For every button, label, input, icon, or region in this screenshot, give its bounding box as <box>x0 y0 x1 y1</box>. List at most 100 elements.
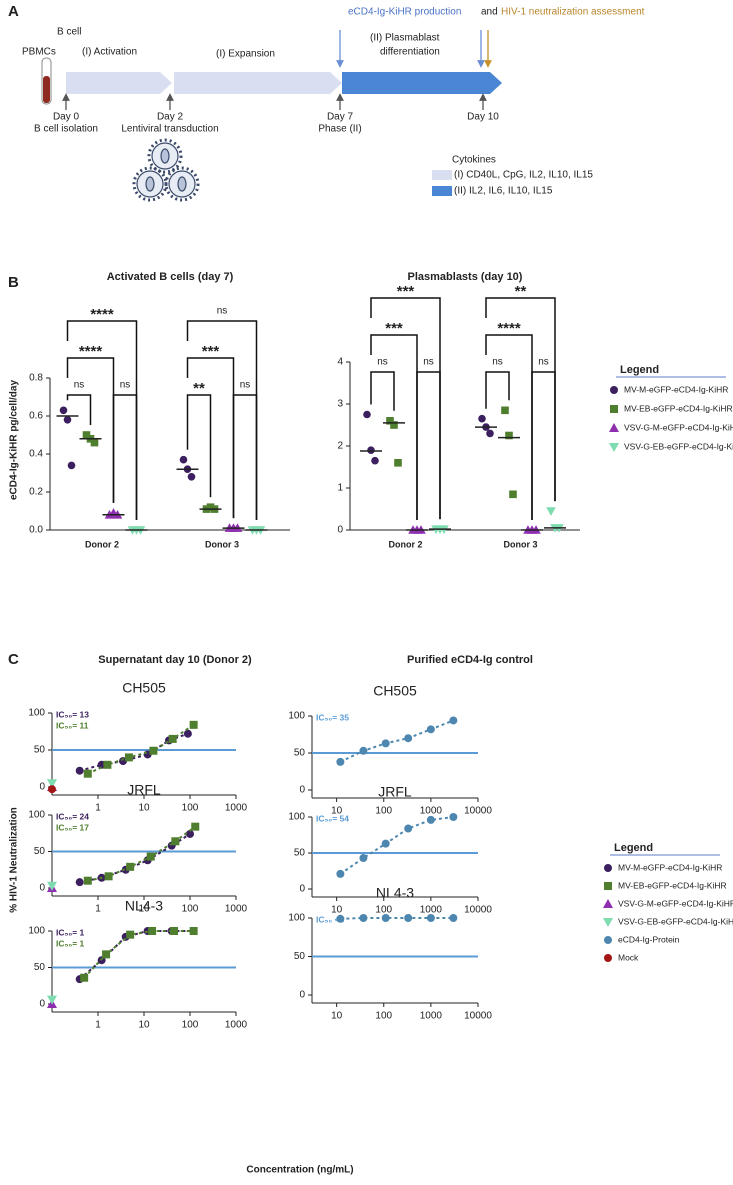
chart-title: NL4-3 <box>125 898 163 914</box>
point <box>183 729 192 738</box>
legend-label: eCD4-Ig-Protein <box>618 934 680 944</box>
y-tick-label: 0.2 <box>29 487 43 498</box>
point <box>359 746 368 755</box>
point <box>83 769 92 778</box>
significance-label: ** <box>193 380 205 397</box>
point <box>501 406 509 415</box>
significance-bracket <box>232 394 258 520</box>
x-tick-label: Donor 2 <box>388 539 422 549</box>
significance-label: *** <box>202 343 220 360</box>
point <box>390 421 398 429</box>
point <box>63 416 72 424</box>
stage-label: (I) Activation <box>82 47 137 58</box>
legend-label: VSV-G-EB-eGFP-eCD4-Ig-KiHR <box>618 916 733 926</box>
significance-bracket <box>370 371 395 411</box>
point <box>359 914 368 922</box>
significance-bracket <box>370 334 418 520</box>
significance-bracket <box>186 320 258 520</box>
x-axis-label: Concentration (ng/mL) <box>246 1165 353 1176</box>
x-tick-label: 10000 <box>464 1011 492 1022</box>
point <box>102 950 111 959</box>
legend-marker <box>603 918 613 927</box>
significance-label: *** <box>385 320 403 337</box>
x-tick-label: 100 <box>375 905 392 916</box>
significance-bracket <box>370 297 441 520</box>
x-tick-label: 10000 <box>464 806 492 817</box>
significance-label: ns <box>377 357 388 368</box>
significance-label: ** <box>515 283 527 300</box>
y-tick-label: 0 <box>39 999 45 1010</box>
ic50-label: IC₅₀= 24 <box>56 811 89 821</box>
point <box>381 739 390 748</box>
point <box>148 927 157 935</box>
y-tick-label: 100 <box>28 926 45 937</box>
legend-title: Legend <box>614 842 653 854</box>
legend-marker <box>610 405 618 413</box>
significance-label: ns <box>423 357 434 368</box>
x-tick-label: 100 <box>375 806 392 817</box>
ic50-label: IC₅₀= 54 <box>316 813 349 823</box>
x-tick-label: 10 <box>331 806 343 817</box>
point <box>336 914 345 923</box>
point <box>486 429 494 438</box>
x-tick-label: 10000 <box>464 905 492 916</box>
point <box>206 503 215 511</box>
panel-label: B <box>8 274 19 291</box>
panel-label: A <box>8 3 19 20</box>
significance-bracket <box>531 371 556 520</box>
y-tick-label: 0 <box>299 884 305 895</box>
point <box>191 822 200 831</box>
y-tick-label: 100 <box>288 812 305 823</box>
x-tick-label: 1000 <box>420 806 443 817</box>
header-production: eCD4-Ig-KiHR production <box>348 7 461 18</box>
y-tick-label: 3 <box>337 399 343 410</box>
day-event: Phase (II) <box>318 124 361 135</box>
ic50-label: IC₅₀= 11 <box>56 720 89 730</box>
stage-label: (II) Plasmablast <box>370 33 440 44</box>
x-tick-label: 10 <box>138 803 150 814</box>
legend-label: MV-M-eGFP-eCD4-Ig-KiHR <box>624 384 728 394</box>
point <box>381 914 390 922</box>
point <box>48 785 56 794</box>
y-tick-label: 50 <box>294 951 306 962</box>
ic50-label: IC₅₀= 1 <box>56 927 85 937</box>
x-tick-label: 1000 <box>225 1020 248 1031</box>
point <box>426 725 435 734</box>
y-tick-label: 0.4 <box>29 449 43 460</box>
legend-label: MV-EB-eGFP-eCD4-Ig-KiHR <box>618 880 727 890</box>
y-tick-label: 50 <box>34 846 46 857</box>
point <box>449 716 458 725</box>
point <box>336 869 345 878</box>
y-tick-label: 100 <box>28 708 45 719</box>
y-tick-label: 50 <box>34 745 46 756</box>
y-axis-label: eCD4-Ig-KiHR pg/cell/day <box>9 380 20 500</box>
y-tick-label: 0.6 <box>29 411 43 422</box>
fit-line <box>340 917 454 920</box>
point <box>404 734 413 743</box>
y-tick-label: 0 <box>39 782 45 793</box>
fit-line <box>79 930 194 980</box>
significance-label: **** <box>79 343 103 360</box>
day-event: B cell isolation <box>34 124 98 135</box>
point <box>168 734 177 743</box>
stage-label: B cell <box>57 27 81 38</box>
chart-title: CH505 <box>373 683 417 699</box>
x-tick-label: 1 <box>95 1020 101 1031</box>
point <box>75 878 84 887</box>
significance-label: *** <box>397 283 415 300</box>
point <box>371 456 379 465</box>
point <box>171 837 180 846</box>
significance-bracket <box>485 297 556 502</box>
y-tick-label: 4 <box>337 357 343 368</box>
x-tick-label: 100 <box>182 904 199 915</box>
point <box>336 757 345 766</box>
significance-bracket <box>66 357 115 503</box>
significance-label: ns <box>120 380 131 391</box>
significance-bracket <box>186 357 235 519</box>
timeline <box>41 30 502 110</box>
header-and: and <box>481 7 498 18</box>
x-tick-label: 10 <box>138 1020 150 1031</box>
significance-bracket <box>66 320 138 520</box>
point <box>367 446 375 455</box>
